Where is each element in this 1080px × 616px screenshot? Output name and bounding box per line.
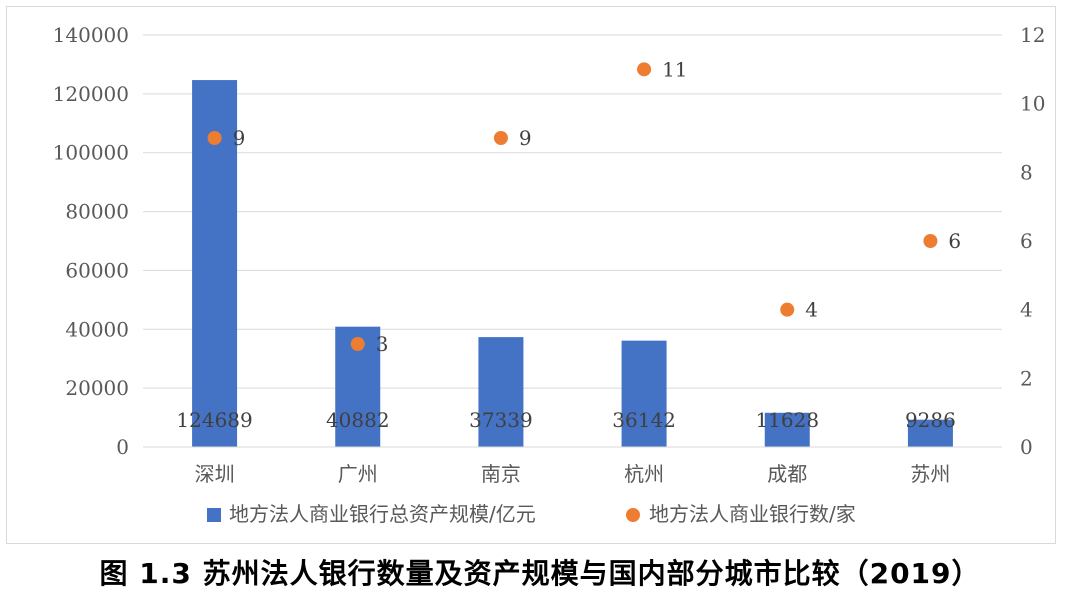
x-tick-label: 广州 <box>338 462 378 486</box>
bar-3 <box>621 340 667 447</box>
y-right-tick-label: 4 <box>1020 298 1033 322</box>
x-tick-label: 成都 <box>767 462 807 486</box>
y-right-tick-label: 2 <box>1020 366 1033 390</box>
y-left-tick-label: 40000 <box>65 317 129 341</box>
y-right-tick-label: 6 <box>1020 229 1033 253</box>
point-value-label: 9 <box>233 126 246 150</box>
legend-swatch-points <box>626 508 640 522</box>
point-2 <box>493 131 508 145</box>
point-4 <box>780 302 795 317</box>
x-tick-label: 南京 <box>481 462 521 486</box>
legend-swatch-bars <box>207 508 221 522</box>
legend-label-bars: 地方法人商业银行总资产规模/亿元 <box>229 502 536 526</box>
bar-value-label: 40882 <box>326 408 390 432</box>
bar-value-label: 124689 <box>176 408 252 432</box>
y-left-tick-label: 140000 <box>53 23 129 47</box>
y-left-tick-label: 0 <box>116 435 129 459</box>
y-left-tick-label: 100000 <box>53 141 129 165</box>
combo-chart: 0 20000 40000 60000 80000 100000 120000 140000 0… <box>53 23 1046 526</box>
bar-2 <box>478 337 524 447</box>
chart-frame: 0 20000 40000 60000 80000 100000 120000 140000 0… <box>6 6 1056 544</box>
point-value-label: 4 <box>805 298 818 322</box>
y-right-tick-label: 10 <box>1020 92 1045 116</box>
point-value-label: 9 <box>519 126 532 150</box>
bar-value-label: 9286 <box>905 408 956 432</box>
y-right-tick-label: 8 <box>1020 160 1033 184</box>
point-0 <box>207 131 222 145</box>
point-value-label: 11 <box>662 57 687 81</box>
bar-4 <box>764 412 810 447</box>
y-left-tick-label: 80000 <box>65 200 129 224</box>
bar-5 <box>907 419 953 447</box>
point-1 <box>350 337 365 351</box>
x-tick-label: 苏州 <box>910 462 950 486</box>
legend-label-points: 地方法人商业银行数/家 <box>649 502 856 526</box>
x-tick-label: 深圳 <box>195 462 235 486</box>
point-3 <box>637 62 652 77</box>
point-5 <box>923 234 938 248</box>
y-right-tick-label: 0 <box>1020 435 1033 459</box>
point-value-label: 6 <box>948 229 961 253</box>
y-left-tick-label: 20000 <box>65 376 129 400</box>
y-left-tick-label: 60000 <box>65 258 129 282</box>
bar-value-label: 11628 <box>755 408 819 432</box>
bar-value-label: 36142 <box>612 408 676 432</box>
x-tick-label: 杭州 <box>624 462 664 486</box>
figure-caption: 图 1.3 苏州法人银行数量及资产规模与国内部分城市比较（2019） <box>99 557 981 590</box>
point-value-label: 3 <box>376 332 389 356</box>
y-left-tick-label: 120000 <box>53 82 129 106</box>
bar-value-label: 37339 <box>469 408 533 432</box>
y-right-tick-label: 12 <box>1020 23 1045 47</box>
